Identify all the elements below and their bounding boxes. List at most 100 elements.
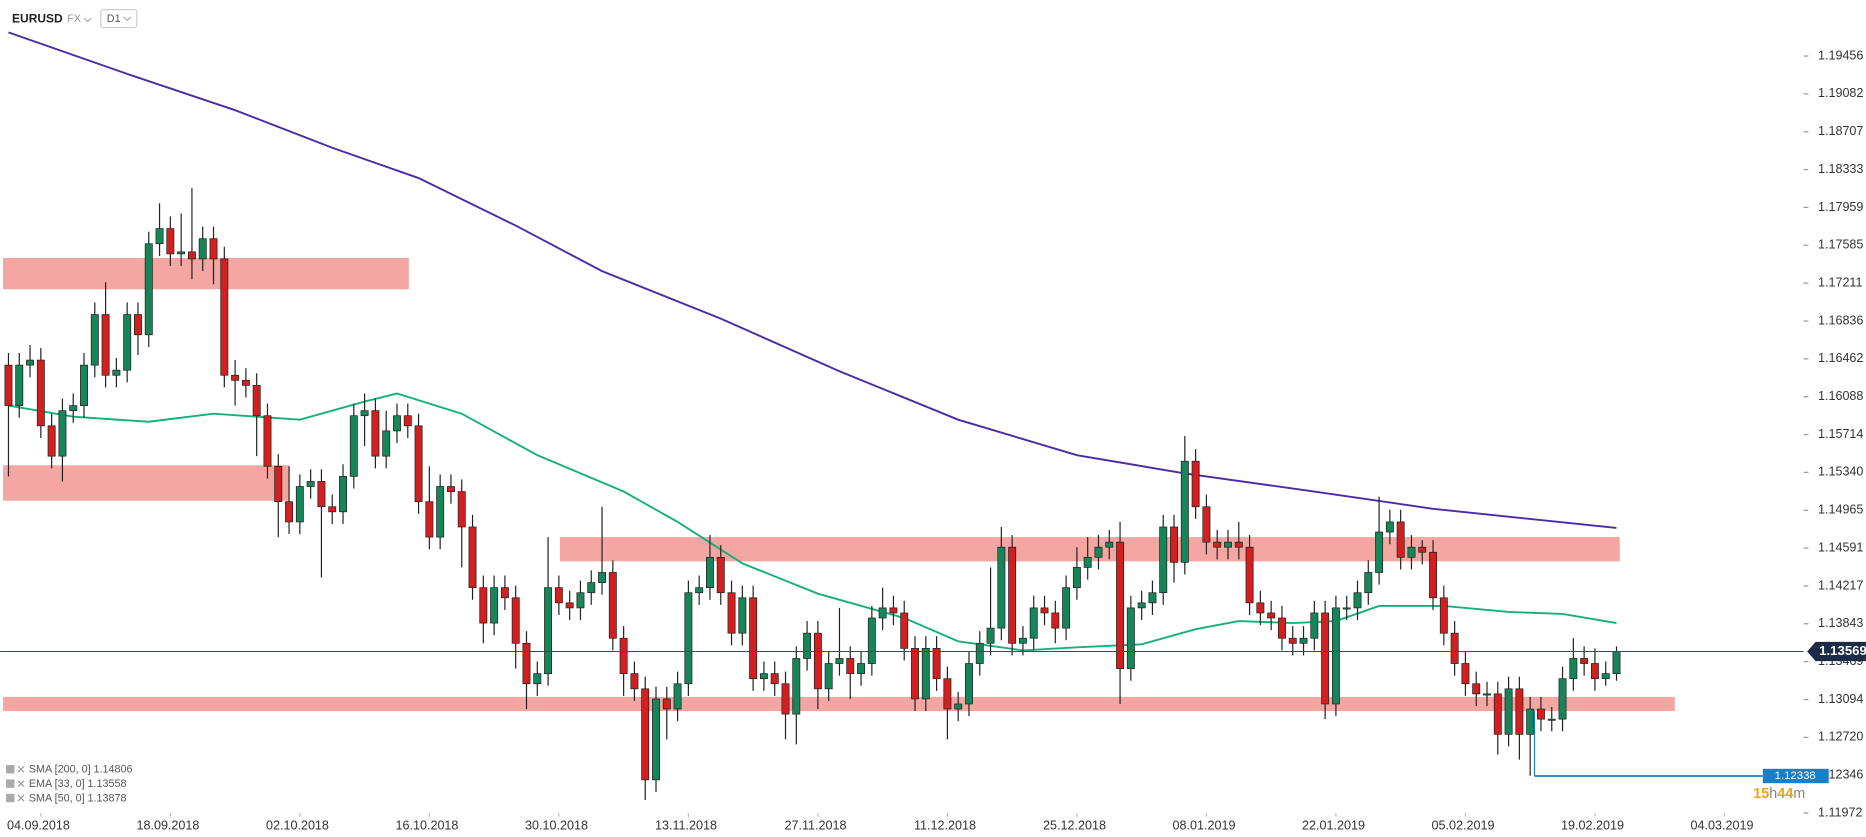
candle-body [1029, 607, 1038, 639]
candle-body [1493, 693, 1502, 735]
candle-body [867, 617, 876, 664]
candle-body [738, 597, 747, 634]
y-tick-label: 1.14965 [1818, 503, 1863, 517]
candle-body [1558, 678, 1567, 720]
candle-body [1256, 602, 1265, 614]
candle-body [1105, 541, 1114, 548]
candle-body [878, 607, 887, 619]
candle-body [403, 415, 412, 427]
order-label: 1.12338 [1775, 770, 1816, 782]
interval[interactable]: D1 [107, 13, 121, 25]
candle-body [144, 243, 153, 336]
candle-body [900, 612, 909, 649]
candle-body [123, 314, 132, 371]
candle-body [619, 637, 628, 674]
candle-body [608, 572, 617, 639]
candle-body [295, 486, 304, 523]
candle-body [1429, 551, 1437, 599]
candle-body [220, 258, 229, 376]
legend-entry: EMA [33, 0] 1.13558 [29, 778, 127, 790]
candle-body [792, 658, 801, 715]
candle-body [15, 364, 24, 406]
candle-body [1385, 521, 1394, 533]
y-tick-label: 1.11972 [1818, 805, 1863, 819]
candle-body [803, 632, 812, 659]
candle-body [716, 556, 725, 594]
candle-body [436, 486, 445, 538]
countdown: 15h44m [1753, 786, 1805, 802]
candle-body [857, 663, 866, 674]
candle-body [1439, 597, 1448, 634]
candle-body [1234, 541, 1243, 548]
market-dropdown[interactable] [83, 17, 92, 23]
candle-body [1202, 506, 1211, 543]
legend-icon [6, 779, 15, 788]
candle-body [1569, 658, 1578, 680]
countdown-minutes-unit: m [1793, 786, 1805, 802]
indicator-line [8, 31, 1617, 529]
candle-body [1353, 592, 1362, 609]
candle-body [36, 359, 45, 427]
candle-body [673, 683, 682, 710]
candle-body [1148, 592, 1157, 604]
candle-body [813, 632, 822, 690]
candle-body [155, 228, 164, 245]
y-tick-label: 1.15340 [1818, 465, 1863, 479]
candle-body [1170, 526, 1178, 563]
candle-body [997, 546, 1006, 629]
candle-body [4, 364, 13, 406]
candle-body [1331, 607, 1340, 705]
countdown-hours: 15 [1753, 786, 1769, 802]
candle-body [921, 647, 930, 700]
candle-body [727, 592, 736, 634]
candle-body [209, 238, 218, 260]
candle-body [1116, 541, 1125, 669]
y-tick-label: 1.16462 [1818, 351, 1863, 365]
last-price-label: 1.13569 [1819, 643, 1866, 658]
candle-body [231, 374, 240, 381]
candle-body [328, 506, 337, 513]
candle-body [1375, 531, 1384, 573]
candle-body [339, 476, 347, 513]
candle-body [274, 465, 283, 503]
candle-body [360, 410, 369, 417]
candle-body [511, 597, 520, 644]
x-tick-label: 04.03.2019 [1691, 819, 1754, 833]
candle-body [932, 647, 941, 680]
candle-body [965, 663, 973, 705]
y-tick-label: 1.18333 [1818, 162, 1863, 176]
y-tick-label: 1.18707 [1818, 124, 1863, 138]
candle-body [1461, 663, 1470, 685]
candle-body [349, 415, 358, 477]
candle-body [1008, 546, 1017, 644]
candle-body [393, 415, 401, 432]
interval-box[interactable] [100, 8, 138, 29]
candle-body [382, 430, 391, 457]
candle-body [371, 410, 380, 457]
y-tick-label: 1.17959 [1818, 200, 1863, 214]
x-tick-label: 13.11.2018 [655, 819, 717, 833]
market[interactable]: FX [67, 13, 81, 25]
symbol[interactable]: EURUSD [12, 11, 63, 25]
y-tick-label: 1.19082 [1818, 86, 1863, 100]
x-tick-label: 18.09.2018 [136, 819, 199, 833]
candle-body [90, 314, 99, 366]
y-tick-label: 1.15714 [1818, 427, 1863, 441]
legend-remove [17, 794, 25, 802]
candle-body [1224, 541, 1232, 548]
candle-body [1051, 612, 1060, 629]
legend-icon [6, 765, 15, 774]
candle-body [1580, 658, 1589, 664]
candle-body [641, 688, 650, 781]
candle-body [1472, 683, 1481, 695]
candle-body [263, 415, 272, 467]
candle-body [101, 314, 110, 376]
interval-dropdown[interactable] [123, 16, 132, 22]
legend-remove [17, 780, 25, 788]
candle-body [69, 405, 78, 412]
candle-body [306, 481, 315, 487]
y-tick-label: 1.12346 [1818, 768, 1863, 782]
y-tick-label: 1.13094 [1818, 692, 1863, 706]
candle-body [479, 587, 488, 624]
